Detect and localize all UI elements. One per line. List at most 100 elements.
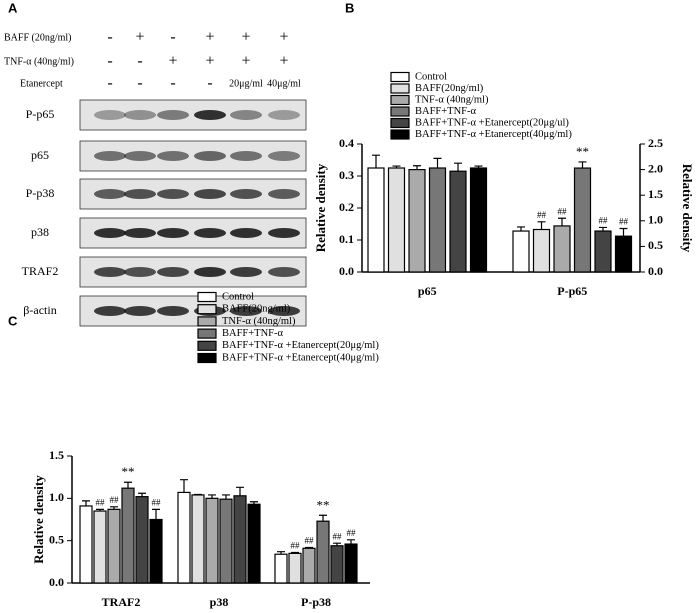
- panel-label: C: [8, 313, 18, 328]
- legend-swatch: [390, 129, 410, 140]
- lane-mark: -: [107, 53, 112, 70]
- bar: [387, 167, 406, 273]
- error-bar: [333, 542, 341, 546]
- band: [230, 189, 262, 199]
- error-bar: [392, 165, 401, 168]
- lane-mark: -: [107, 75, 112, 92]
- y-tick-label: 0.1: [339, 232, 354, 246]
- legend-swatch: [197, 291, 217, 303]
- bar: [288, 552, 302, 584]
- bar: [449, 170, 467, 273]
- error-bar: [347, 539, 355, 545]
- band-label: P-p38: [26, 186, 55, 200]
- error-bar: [372, 154, 380, 168]
- error-bar: [110, 506, 118, 510]
- significance: ##: [291, 541, 301, 551]
- lane-mark: -: [207, 75, 212, 92]
- band: [194, 110, 226, 120]
- panel-label: A: [8, 0, 18, 15]
- lane-mark: +: [241, 53, 250, 70]
- band: [268, 228, 300, 238]
- y-tick-label: 2.5: [648, 136, 663, 150]
- significance: ##: [619, 217, 629, 227]
- lane-mark: +: [135, 29, 144, 46]
- error-bar: [277, 551, 285, 555]
- band: [157, 151, 189, 161]
- legend-label: BAFF+TNF-α: [222, 328, 284, 339]
- band: [268, 151, 300, 161]
- band-label: TRAF2: [22, 264, 59, 278]
- x-tick-label: P-p65: [557, 284, 587, 298]
- treatment-label: TNF-α (40ng/ml): [4, 56, 74, 67]
- band: [230, 110, 262, 120]
- band: [94, 267, 126, 277]
- y-tick-label: 0.3: [339, 168, 354, 182]
- error-bar: [619, 227, 628, 237]
- legend-swatch: [390, 94, 410, 106]
- error-bar: [517, 226, 525, 232]
- bar: [177, 491, 191, 584]
- bar: [135, 496, 149, 584]
- band: [157, 306, 189, 316]
- legend-swatch: [390, 106, 410, 117]
- band-label: β-actin: [23, 303, 56, 317]
- y-axis-label: Relative density: [31, 475, 46, 564]
- legend-label: BAFF+TNF-α +Etanercept(20μg/ul): [415, 117, 569, 128]
- band: [157, 267, 189, 277]
- error-bar: [208, 494, 216, 499]
- band: [194, 189, 226, 199]
- bar: [469, 167, 488, 273]
- error-bar: [413, 165, 421, 170]
- error-bar: [454, 162, 462, 172]
- lane-mark: -: [107, 29, 112, 46]
- legend-label: BAFF(20ng/ml): [222, 304, 291, 315]
- band: [124, 151, 156, 161]
- y-tick-label: 0.2: [339, 200, 354, 214]
- band: [194, 228, 226, 238]
- legend-swatch: [197, 316, 217, 327]
- y-tick-label: 1.0: [648, 213, 663, 227]
- legend-label: TNF-α (40ng/ml): [415, 94, 489, 105]
- y-tick-label: 0.4: [339, 136, 354, 150]
- y-axis-label: Relative density: [313, 163, 328, 252]
- y-tick-label: 0.0: [49, 575, 64, 589]
- band-label: P-p65: [26, 107, 55, 121]
- lane-mark: +: [241, 29, 250, 46]
- significance: ##: [152, 497, 162, 507]
- error-bar: [250, 501, 258, 505]
- panel-label: B: [345, 0, 354, 15]
- band: [268, 189, 300, 199]
- band: [194, 151, 226, 161]
- y-tick-label: 1.5: [648, 187, 663, 201]
- bar: [344, 543, 358, 584]
- legend-label: BAFF+TNF-α +Etanercept(40μg/ml): [415, 129, 572, 140]
- legend-swatch: [390, 83, 410, 94]
- y-tick-label: 1.0: [49, 490, 64, 504]
- error-bar: [305, 546, 313, 549]
- significance: **: [122, 464, 135, 479]
- legend-label: BAFF+TNF-α +Etanercept(20μg/ml): [222, 340, 379, 351]
- bar: [93, 510, 107, 584]
- legend-swatch: [197, 304, 217, 315]
- band: [94, 189, 126, 199]
- legend-swatch: [197, 352, 217, 364]
- band: [94, 306, 126, 316]
- band: [157, 189, 189, 199]
- bar: [367, 167, 385, 273]
- band: [124, 189, 156, 199]
- legend-label: BAFF+TNF-α +Etanercept(40μg/ml): [222, 352, 379, 363]
- error-bar: [474, 165, 483, 168]
- bar: [316, 520, 330, 584]
- y2-axis-label: Relative density: [680, 164, 695, 253]
- lane-mark: +: [279, 53, 288, 70]
- error-bar: [124, 481, 132, 489]
- legend-swatch: [197, 340, 217, 351]
- lane-mark: -: [170, 75, 175, 92]
- significance: ##: [558, 206, 568, 216]
- significance: ##: [110, 495, 120, 505]
- bar: [79, 505, 93, 584]
- band: [157, 110, 189, 120]
- bar: [121, 487, 135, 584]
- treatment-label: BAFF (20ng/ml): [4, 32, 72, 43]
- band: [230, 267, 262, 277]
